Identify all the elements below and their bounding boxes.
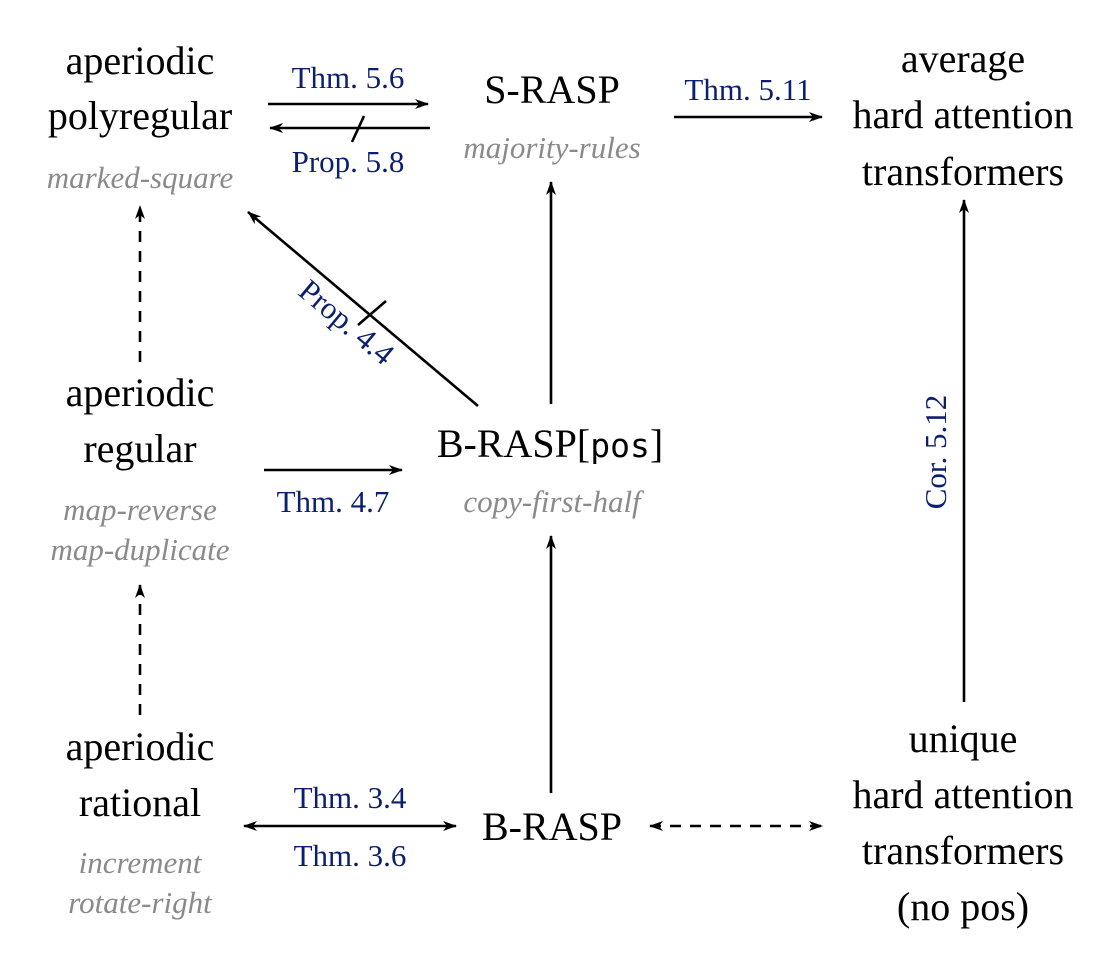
edge-label-prop-5-8: Prop. 5.8	[292, 144, 405, 179]
node-unique-hard-attention: unique hard attention transformers (no p…	[852, 716, 1073, 929]
node-line: aperiodic	[66, 724, 215, 769]
node-line: transformers	[862, 828, 1064, 873]
node-line: unique	[909, 716, 1018, 761]
example-label: map-reverse	[63, 492, 217, 527]
example-label: marked-square	[47, 160, 234, 195]
node-prefix: B-RASP[	[437, 421, 590, 466]
node-line: average	[901, 36, 1025, 81]
node-line: regular	[83, 426, 196, 471]
node-line: S-RASP	[484, 67, 620, 112]
node-line: aperiodic	[66, 38, 215, 83]
edge-label-cor-5-12: Cor. 5.12	[918, 395, 953, 510]
node-line: hard attention	[852, 772, 1073, 817]
node-aperiodic-regular: aperiodic regular map-reverse map-duplic…	[50, 370, 229, 567]
node-aperiodic-rational: aperiodic rational increment rotate-righ…	[66, 724, 215, 920]
edge-label-prop-4-4: Prop. 4.4	[292, 272, 401, 372]
edge-prop-4-4	[247, 211, 479, 407]
example-label: map-duplicate	[50, 532, 229, 567]
node-line: B-RASP	[482, 804, 622, 849]
node-line: B-RASP[pos]	[437, 421, 663, 466]
node-average-hard-attention: average hard attention transformers	[852, 36, 1073, 194]
node-b-rasp: B-RASP	[482, 804, 622, 849]
example-label: majority-rules	[463, 130, 640, 165]
node-s-rasp: S-RASP majority-rules	[463, 67, 640, 165]
negation-slash	[350, 115, 366, 143]
edge-label-thm-3-4: Thm. 3.4	[294, 780, 407, 815]
node-aperiodic-polyregular: aperiodic polyregular marked-square	[47, 38, 234, 195]
example-label: rotate-right	[68, 885, 213, 920]
node-line: rational	[79, 780, 201, 825]
node-suffix: ]	[650, 421, 663, 466]
edge-label-thm-5-6: Thm. 5.6	[292, 60, 405, 95]
node-line: polyregular	[48, 93, 232, 138]
node-line: transformers	[862, 149, 1064, 194]
example-label: copy-first-half	[463, 484, 645, 519]
negation-slash	[357, 300, 387, 326]
node-line: (no pos)	[897, 884, 1029, 929]
node-line: aperiodic	[66, 370, 215, 415]
node-b-rasp-pos: B-RASP[pos] copy-first-half	[437, 421, 663, 519]
example-label: increment	[79, 845, 203, 880]
edge-label-thm-4-7: Thm. 4.7	[277, 484, 390, 519]
node-mono: pos	[590, 426, 650, 465]
edge-label-thm-5-11: Thm. 5.11	[684, 72, 811, 107]
edge-label-thm-3-6: Thm. 3.6	[294, 838, 407, 873]
node-line: hard attention	[852, 92, 1073, 137]
